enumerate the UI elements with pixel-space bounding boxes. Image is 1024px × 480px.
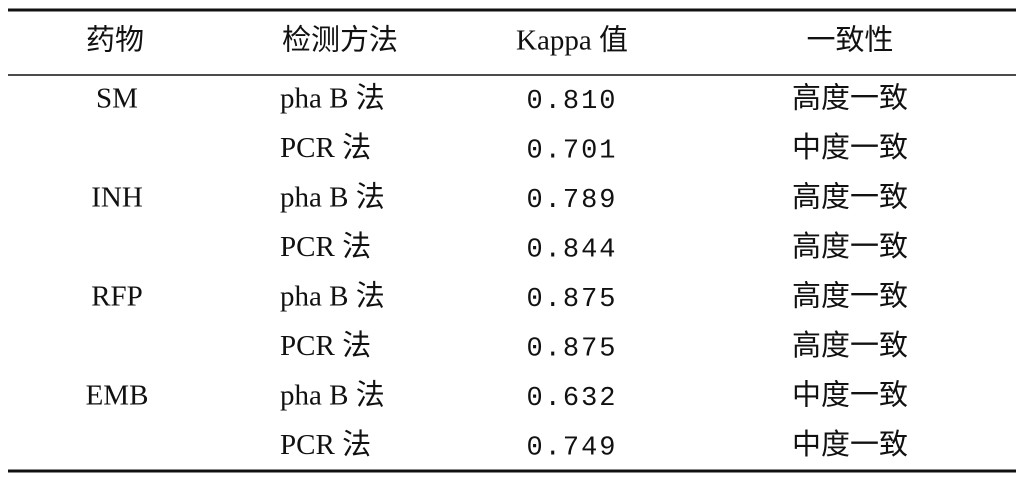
kappa-cell: 0.701: [526, 137, 617, 167]
agreement-cell: 高度一致: [792, 230, 908, 263]
header-cell: Kappa 值: [516, 24, 628, 57]
method-cell: pha B 法: [280, 82, 385, 115]
drug-cell: SM: [96, 83, 138, 115]
agreement-cell: 高度一致: [792, 82, 908, 115]
method-cell: PCR 法: [280, 131, 371, 164]
method-cell: PCR 法: [280, 428, 371, 461]
method-cell: pha B 法: [280, 181, 385, 214]
kappa-cell: 0.875: [526, 335, 617, 365]
agreement-cell: 高度一致: [792, 329, 908, 362]
agreement-cell: 高度一致: [792, 280, 908, 313]
kappa-cell: 0.789: [526, 186, 617, 216]
method-cell: PCR 法: [280, 329, 371, 362]
kappa-cell: 0.875: [526, 285, 617, 315]
method-cell: PCR 法: [280, 230, 371, 263]
drug-cell: INH: [91, 182, 143, 214]
header-cell: 药物: [86, 24, 144, 57]
agreement-cell: 中度一致: [792, 131, 908, 164]
agreement-cell: 高度一致: [792, 181, 908, 214]
kappa-cell: 0.844: [526, 236, 617, 266]
agreement-cell: 中度一致: [792, 379, 908, 412]
drug-cell: EMB: [86, 380, 149, 412]
kappa-cell: 0.749: [526, 434, 617, 464]
method-cell: pha B 法: [280, 280, 385, 313]
kappa-cell: 0.632: [526, 384, 617, 414]
drug-cell: RFP: [91, 281, 143, 313]
kappa-cell: 0.810: [526, 87, 617, 117]
method-cell: pha B 法: [280, 379, 385, 412]
agreement-cell: 中度一致: [792, 428, 908, 461]
header-cell: 检测方法: [282, 24, 398, 57]
header-cell: 一致性: [806, 24, 893, 57]
